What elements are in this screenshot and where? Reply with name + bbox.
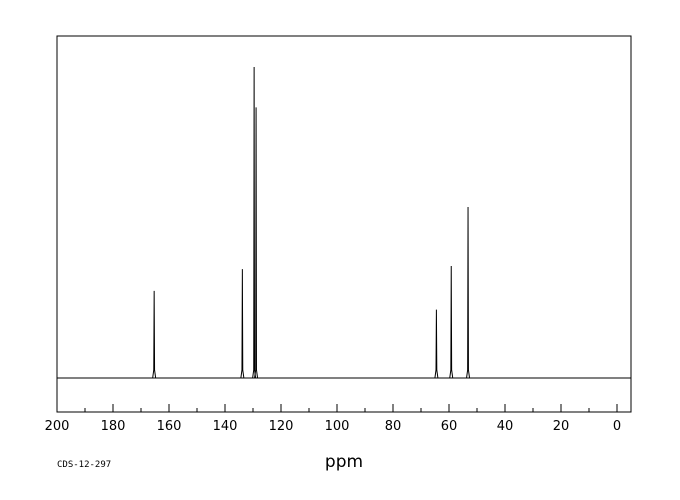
- x-axis-label: ppm: [325, 452, 363, 472]
- spectrum-peaks: [152, 66, 471, 379]
- spectrum-peak: [254, 107, 259, 379]
- plot-frame: [56, 35, 632, 413]
- x-tick-label: 20: [553, 419, 570, 434]
- spectrum-peak: [152, 290, 157, 379]
- x-tick-label: 140: [213, 419, 238, 434]
- x-tick-label: 120: [269, 419, 294, 434]
- x-tick-label: 40: [497, 419, 514, 434]
- x-tick-label: 60: [441, 419, 458, 434]
- x-tick-label: 100: [325, 419, 350, 434]
- x-tick-label: 200: [45, 419, 70, 434]
- x-tick-label: 180: [101, 419, 126, 434]
- spectrum-peak: [466, 206, 471, 379]
- x-tick-label: 80: [385, 419, 402, 434]
- x-tick-label: 160: [157, 419, 182, 434]
- spectrum-peak: [252, 66, 257, 379]
- spectrum-code: CDS-12-297: [57, 460, 111, 470]
- spectrum-peak: [449, 266, 454, 379]
- x-axis-ticks: 200 180 160 140 120 100 80 60 40 20 0: [45, 404, 621, 434]
- spectrum-peak: [240, 269, 245, 379]
- x-tick-label: 0: [613, 419, 621, 434]
- spectrum-peak: [434, 309, 439, 379]
